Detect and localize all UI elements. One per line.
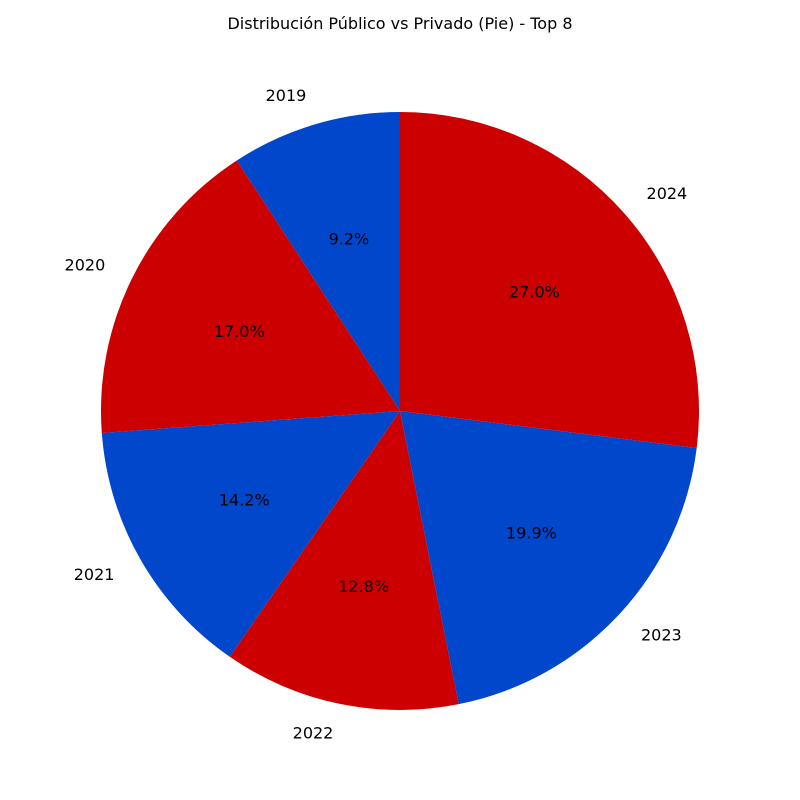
pie-slice-2022 bbox=[229, 411, 459, 710]
slice-percentage-2021: 14.2% bbox=[219, 491, 270, 510]
pie-slices bbox=[100, 112, 700, 710]
slice-percentage-2023: 19.9% bbox=[506, 524, 557, 543]
pie-slice-2024 bbox=[400, 112, 700, 448]
slice-label-2023: 2023 bbox=[641, 625, 682, 644]
slice-label-2021: 2021 bbox=[74, 565, 115, 584]
pie-slice-2020 bbox=[100, 160, 400, 434]
category-labels: 2019 2020 2021 2022 2023 2024 bbox=[65, 86, 688, 742]
slice-percentage-2022: 12.8% bbox=[338, 577, 389, 596]
slice-label-2024: 2024 bbox=[647, 184, 688, 203]
slice-percentage-2024: 27.0% bbox=[509, 283, 560, 302]
percentage-labels: 9.2% 17.0% 14.2% 12.8% 19.9% 27.0% bbox=[214, 230, 560, 597]
chart-title: Distribución Público vs Privado (Pie) - … bbox=[227, 14, 572, 33]
slice-label-2020: 2020 bbox=[65, 256, 106, 275]
slice-label-2022: 2022 bbox=[293, 724, 334, 743]
pie-slice-2023 bbox=[400, 411, 697, 705]
pie-slice-2021 bbox=[101, 411, 400, 657]
pie-slice-2019 bbox=[236, 112, 400, 411]
slice-percentage-2020: 17.0% bbox=[214, 322, 265, 341]
slice-percentage-2019: 9.2% bbox=[329, 230, 370, 249]
slice-label-2019: 2019 bbox=[266, 86, 307, 105]
